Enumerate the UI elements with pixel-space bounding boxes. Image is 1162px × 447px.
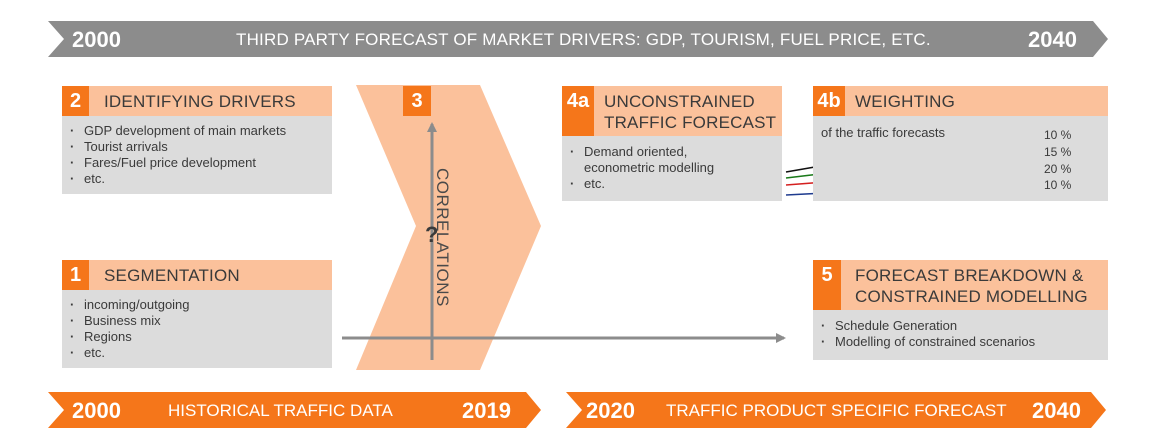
weighting-title: WEIGHTING [855, 92, 956, 111]
historical-data-banner: 2000 HISTORICAL TRAFFIC DATA 2019 [48, 392, 541, 428]
unconstrained-forecast-header: UNCONSTRAINED TRAFFIC FORECAST [562, 86, 782, 136]
weight-value-1: 10 % [1044, 128, 1072, 142]
list-item-text: econometric modelling [584, 160, 715, 175]
list-item: Demand oriented, [566, 144, 714, 160]
historical-end-year: 2019 [462, 398, 511, 423]
weighting-body: of the traffic forecasts [813, 116, 1108, 201]
list-item: Fares/Fuel price development [66, 155, 286, 171]
forecast-breakdown-title-2: CONSTRAINED MODELLING [855, 287, 1088, 306]
list-item: Schedule Generation [817, 318, 1035, 334]
identifying-drivers-header: IDENTIFYING DRIVERS [62, 86, 332, 116]
list-item: incoming/outgoing [66, 297, 190, 313]
unconstrained-forecast-list: Demand oriented, econometric modelling e… [566, 144, 714, 192]
list-item: Business mix [66, 313, 190, 329]
weighting-header: WEIGHTING [813, 86, 1108, 116]
step-3-badge: 3 [403, 86, 431, 116]
segmentation-list: incoming/outgoing Business mix Regions e… [66, 297, 190, 361]
segmentation-header: SEGMENTATION [62, 260, 332, 290]
list-item: etc. [66, 171, 286, 187]
weighting-subtitle: of the traffic forecasts [821, 125, 946, 140]
step-2-badge: 2 [62, 86, 89, 116]
unconstrained-forecast-body: Demand oriented, econometric modelling e… [562, 136, 782, 201]
forecast-breakdown-body: Schedule Generation Modelling of constra… [813, 310, 1108, 360]
weight-value-4: 10 % [1044, 178, 1072, 192]
list-item: etc. [66, 345, 190, 361]
list-item: Regions [66, 329, 190, 345]
top-banner-start-year: 2000 [72, 27, 121, 52]
question-mark: ? [425, 222, 439, 247]
identifying-drivers-title: IDENTIFYING DRIVERS [104, 92, 296, 111]
weight-value-3: 20 % [1044, 162, 1072, 176]
list-item: etc. [566, 176, 714, 192]
forecast-banner: 2020 TRAFFIC PRODUCT SPECIFIC FORECAST 2… [566, 392, 1106, 428]
segmentation-title: SEGMENTATION [104, 266, 240, 285]
correlations-chevron [356, 85, 541, 370]
step-4a-badge: 4a [562, 86, 594, 136]
correlations-label: CORRELATIONS [433, 168, 452, 307]
step-5-badge: 5 [813, 260, 841, 310]
forecast-title: TRAFFIC PRODUCT SPECIFIC FORECAST [666, 401, 1007, 420]
unconstrained-forecast-title-2: TRAFFIC FORECAST [604, 113, 777, 132]
list-item: Modelling of constrained scenarios [817, 334, 1035, 350]
step-1-badge: 1 [62, 260, 89, 290]
identifying-drivers-body: GDP development of main markets Tourist … [62, 116, 332, 194]
forecast-breakdown-list: Schedule Generation Modelling of constra… [817, 318, 1035, 350]
unconstrained-forecast-title-1: UNCONSTRAINED [604, 92, 755, 111]
historical-start-year: 2000 [72, 398, 121, 423]
segmentation-body: incoming/outgoing Business mix Regions e… [62, 290, 332, 368]
top-banner: 2000 THIRD PARTY FORECAST OF MARKET DRIV… [48, 21, 1108, 57]
historical-title: HISTORICAL TRAFFIC DATA [168, 401, 393, 420]
top-banner-title: THIRD PARTY FORECAST OF MARKET DRIVERS: … [236, 30, 931, 49]
weight-value-2: 15 % [1044, 145, 1072, 159]
forecast-breakdown-title-1: FORECAST BREAKDOWN & [855, 266, 1084, 285]
forecast-end-year: 2040 [1032, 398, 1081, 423]
forecast-start-year: 2020 [586, 398, 635, 423]
list-item-continuation: econometric modelling [566, 160, 714, 176]
forecast-breakdown-header: FORECAST BREAKDOWN & CONSTRAINED MODELLI… [813, 260, 1108, 310]
step-4b-badge: 4b [813, 86, 845, 116]
identifying-drivers-list: GDP development of main markets Tourist … [66, 123, 286, 187]
list-item: GDP development of main markets [66, 123, 286, 139]
top-banner-end-year: 2040 [1028, 27, 1077, 52]
list-item: Tourist arrivals [66, 139, 286, 155]
